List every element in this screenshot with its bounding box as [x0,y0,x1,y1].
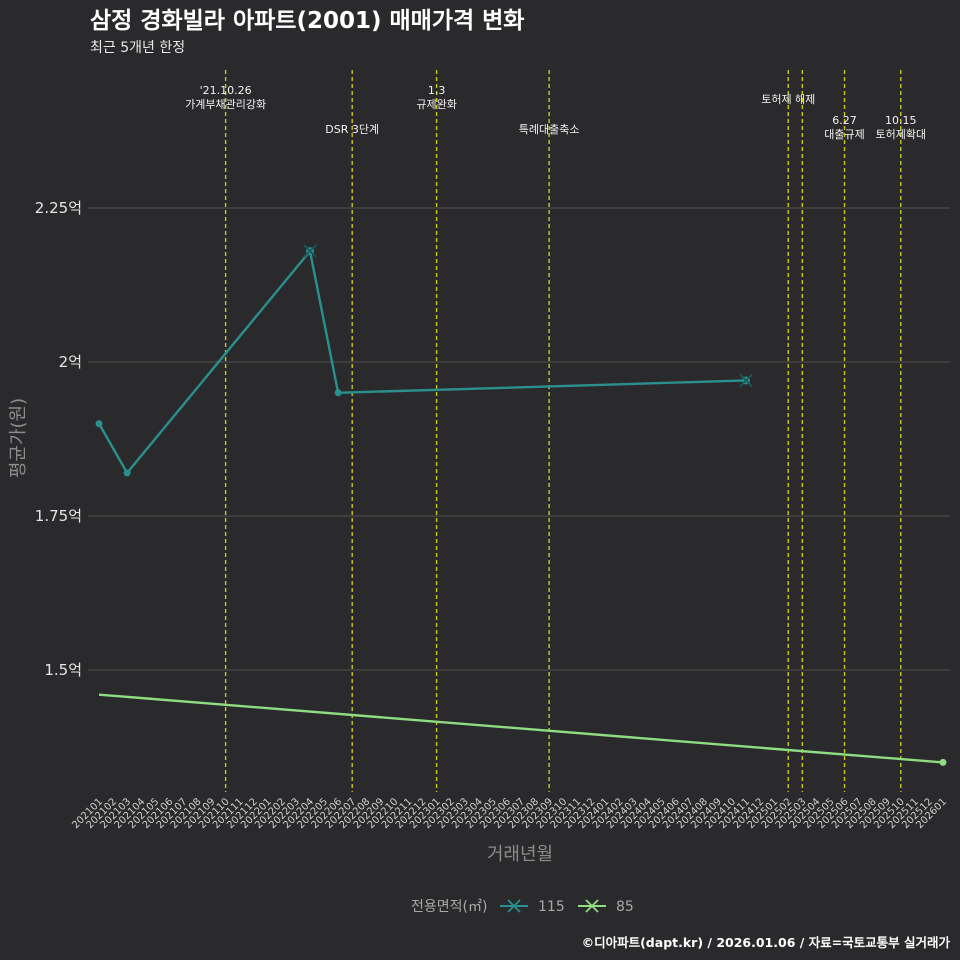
event-label: 토허제확대 [875,128,926,141]
y-axis-ticks: 1.5억 1.75억 2억 2.25억 [35,199,82,679]
series-line-85 [98,693,944,764]
data-point [95,420,103,428]
data-point [303,244,317,258]
legend-title: 전용면적(㎡) [411,899,487,915]
data-point-cross [739,373,753,388]
data-point [123,469,131,477]
x-axis-title: 거래년월 [487,844,553,865]
event-label: 1.3 [428,84,446,97]
y-axis-title: 평균가(원) [8,398,29,478]
chart-subtitle: 최근 5개년 한정 [90,40,185,56]
event-label: 대출규제 [824,128,864,141]
event-label: '21.10.26 [200,84,252,97]
data-point-cross [303,244,317,258]
y-gridlines [88,207,950,671]
data-point [334,389,342,397]
event-label: 특례대출축소 [519,123,580,136]
event-label: 가계부채관리강화 [185,98,266,111]
source-caption: ©디아파트(dapt.kr) / 2026.01.06 / 자료=국토교통부 실… [582,935,951,950]
legend-item-85: 85 [578,899,634,915]
data-point [739,373,753,388]
event-label: 10.15 [885,114,917,127]
event-label: 토허제 해제 [761,92,815,106]
event-label: DSR 3단계 [325,123,379,136]
legend-item-115: 115 [500,899,565,915]
legend-label: 115 [538,899,565,915]
y-tick-label: 2억 [59,353,82,371]
y-tick-label: 1.75억 [35,507,82,525]
price-series [95,244,947,766]
x-axis-ticks: 2021012021022021032021042021052021062021… [70,796,949,831]
event-label: 6.27 [832,114,857,127]
legend: 전용면적(㎡) 115 85 [411,899,634,915]
event-label: 규제완화 [416,98,456,111]
legend-swatch-cross [507,899,521,913]
chart-title: 삼정 경화빌라 아파트(2001) 매매가격 변화 [90,8,524,34]
legend-swatch-cross [585,899,599,913]
y-tick-label: 2.25억 [35,199,82,217]
y-tick-label: 1.5억 [44,661,82,679]
data-point [939,758,947,766]
legend-label: 85 [616,899,634,915]
